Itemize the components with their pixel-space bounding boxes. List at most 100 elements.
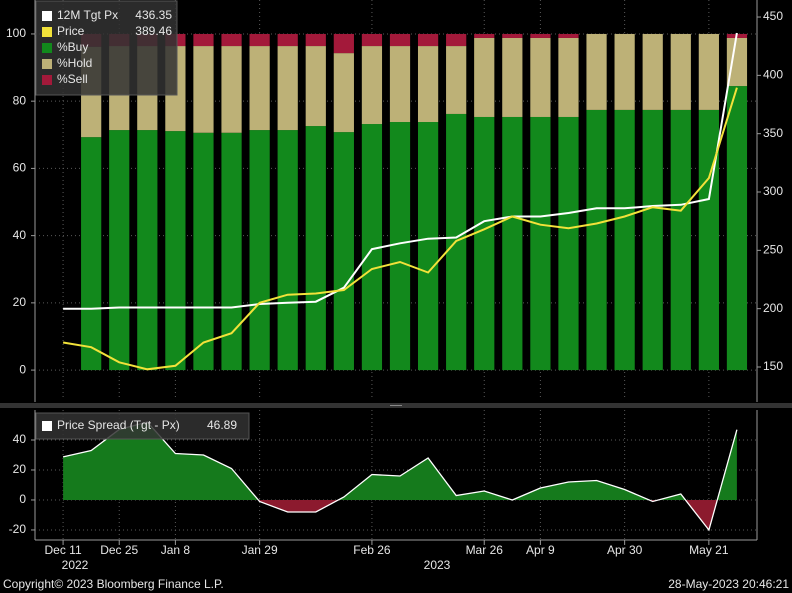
legend-box — [35, 0, 178, 96]
area-negative — [258, 499, 718, 530]
bar-segment — [389, 46, 411, 123]
bar-segment — [361, 124, 383, 371]
bar-segment — [389, 33, 411, 47]
legend: 12M Tgt Px 436.35 Price 389.46 %Buy %Hold %Sel… — [35, 0, 178, 96]
bar-segment — [277, 46, 298, 131]
x-tick-label: Mar 26 — [466, 543, 504, 557]
bar-segment — [474, 116, 495, 371]
bar-segment — [446, 33, 467, 47]
bar-segment — [446, 46, 467, 114]
legend-value: 436.35 — [135, 8, 172, 22]
footer — [0, 576, 792, 593]
y-tick-label: 0 — [19, 362, 26, 376]
bar-segment — [586, 109, 607, 371]
legend-label: %Sell — [57, 72, 88, 86]
bar-segment — [305, 46, 326, 127]
bar-segment — [81, 137, 102, 371]
bar-segment — [642, 109, 663, 371]
bar-segment — [586, 33, 607, 110]
year-label: 2022 — [62, 558, 89, 572]
bar-segment — [670, 109, 691, 371]
y2-tick-label: 200 — [763, 301, 783, 315]
line-series — [62, 421, 738, 532]
legend-swatch — [42, 421, 52, 431]
bar-segment — [474, 33, 495, 38]
bar-segment — [221, 132, 242, 371]
y-tick-label: 100 — [6, 26, 26, 40]
bar-segment — [614, 33, 635, 110]
y2-tick-label: 400 — [763, 68, 783, 82]
line-series — [63, 32, 738, 310]
year-label: 2023 — [424, 558, 451, 572]
bar-segment — [698, 109, 719, 371]
legend-label: Price Spread (Tgt - Px) — [57, 418, 180, 432]
bar-segment — [109, 130, 130, 371]
legend-swatch — [42, 11, 52, 21]
x-tick-label: Apr 30 — [607, 543, 643, 557]
y-tick-label: 40 — [13, 228, 27, 242]
y2-tick-label: 450 — [763, 9, 783, 23]
bar-segment — [361, 33, 383, 47]
bar-segment — [726, 86, 748, 371]
legend-label: %Buy — [57, 40, 88, 54]
bar-segment — [417, 122, 439, 371]
legend-label: 12M Tgt Px — [57, 8, 118, 22]
y2-tick-label: 350 — [763, 126, 783, 140]
legend-value: 389.46 — [135, 24, 172, 38]
bar-segment — [389, 122, 411, 371]
y-tick-label: 0 — [19, 492, 26, 506]
bar-segment — [305, 126, 326, 371]
bar-segment — [530, 33, 551, 38]
bar-segment — [558, 33, 579, 38]
bar-segment — [558, 37, 579, 117]
area-positive — [63, 422, 737, 500]
bar-segment — [530, 116, 551, 371]
bar-segment — [193, 46, 214, 133]
x-tick-label: Apr 9 — [526, 543, 555, 557]
bar-segment — [502, 37, 523, 117]
bar-segment — [277, 33, 298, 47]
x-tick-label: May 21 — [689, 543, 729, 557]
y-tick-label: 20 — [13, 295, 27, 309]
bar-segment — [726, 37, 748, 87]
bar-segment — [305, 33, 326, 47]
y-tick-label: 40 — [13, 432, 27, 446]
x-tick-label: Dec 25 — [100, 543, 138, 557]
bar-segment — [193, 33, 214, 47]
y2-tick-label: 150 — [763, 359, 783, 373]
copyright: Copyright© 2023 Bloomberg Finance L.P. — [3, 577, 224, 591]
bar-segment — [614, 109, 635, 371]
bar-segment — [502, 33, 523, 38]
y-tick-label: -20 — [9, 522, 27, 536]
y-tick-label: 80 — [13, 93, 27, 107]
bar-segment — [193, 132, 214, 371]
legend-label: %Hold — [57, 56, 92, 70]
timestamp: 28-May-2023 20:46:21 — [668, 577, 789, 591]
bar-segment — [474, 37, 495, 117]
bar-segment — [277, 130, 298, 371]
legend-value: 46.89 — [207, 418, 237, 432]
y2-tick-label: 250 — [763, 243, 783, 257]
legend-label: Price — [57, 24, 85, 38]
bar-segment — [670, 33, 691, 110]
bar-segment — [249, 130, 270, 371]
bar-segment — [333, 33, 354, 54]
legend-box — [35, 412, 250, 440]
bar-segment — [137, 130, 158, 371]
bar-segment — [249, 33, 270, 47]
x-tick-label: Feb 26 — [353, 543, 391, 557]
bar-segment — [417, 33, 439, 47]
y-tick-label: 20 — [13, 462, 27, 476]
x-tick-label: Jan 29 — [242, 543, 278, 557]
bar-segment — [698, 33, 719, 110]
y2-tick-label: 300 — [763, 184, 783, 198]
bar-segment — [361, 46, 383, 125]
legend-swatch — [42, 27, 52, 37]
x-tick-label: Dec 11 — [45, 543, 82, 557]
bar-segment — [333, 53, 354, 133]
bar-segment — [502, 116, 523, 371]
bar-segment — [642, 33, 663, 110]
bar-segment — [221, 46, 242, 133]
bar-segment — [417, 46, 439, 123]
